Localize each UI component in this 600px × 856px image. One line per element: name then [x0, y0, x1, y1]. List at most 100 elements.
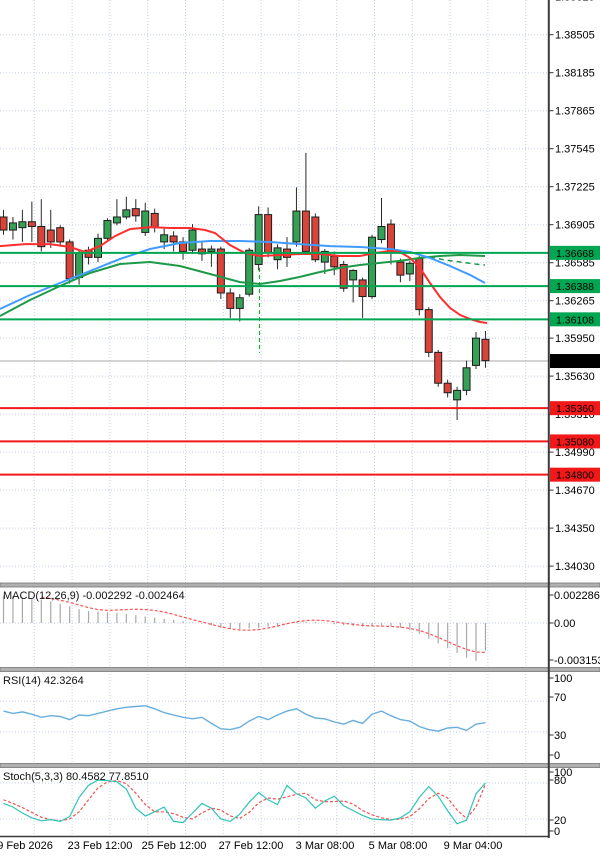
- bull-candle: [292, 210, 301, 243]
- bear-candle: [46, 229, 55, 243]
- rsi-indicator-label: RSI(14) 42.3264: [3, 675, 84, 687]
- rsi-panel: [3, 704, 486, 732]
- bull-candle: [235, 297, 244, 309]
- price-axis-label: 1.38825: [555, 0, 595, 4]
- stoch-axis-label: 0: [554, 826, 560, 838]
- bull-candle: [207, 248, 216, 252]
- bear-candle: [311, 216, 320, 261]
- bear-candle: [56, 227, 65, 243]
- panel-frames: [0, 0, 600, 838]
- stoch-axis-label: 20: [554, 815, 566, 827]
- time-axis-label: 25 Feb 12:00: [142, 840, 207, 852]
- red-level-price-badge-background: [550, 467, 600, 482]
- bull-candle: [160, 234, 169, 243]
- green-level-price-badge: 1.36388: [556, 281, 594, 293]
- bull-candle: [377, 225, 386, 241]
- price-axis-label: 1.34350: [555, 523, 595, 535]
- bull-candle: [245, 249, 254, 295]
- macd-indicator-label: MACD(12,26,9) -0.002292 -0.002464: [3, 590, 185, 602]
- time-axis-label: 5 Mar 08:00: [369, 840, 428, 852]
- bear-candle: [424, 309, 433, 353]
- bear-candle: [264, 214, 273, 254]
- bear-candle: [443, 382, 452, 394]
- time-axis-label: 23 Feb 12:00: [68, 840, 133, 852]
- bull-candle: [320, 250, 329, 263]
- price-axis-label: 1.36585: [555, 258, 595, 270]
- stoch-axis-label: 80: [554, 775, 566, 787]
- grid: [0, 0, 548, 836]
- panel-divider: [0, 763, 600, 768]
- bear-candle: [396, 261, 405, 276]
- green-level-price-badge: 1.36668: [556, 248, 594, 260]
- red-level-price-badge-background: [550, 401, 600, 416]
- current-price-badge: 1.35757: [556, 356, 594, 368]
- time-axis-label: 27 Feb 12:00: [219, 840, 284, 852]
- green-dashed-moving-average-line: [429, 256, 486, 266]
- stoch-percent-k-line: [3, 779, 486, 825]
- bull-candle: [188, 229, 197, 251]
- red-level-price-badge: 1.35360: [556, 403, 594, 415]
- macd-axis-label: 0.00: [554, 618, 575, 630]
- price-axis-label: 1.35950: [555, 333, 595, 345]
- bear-candle: [131, 208, 140, 217]
- price-chart-panel: [0, 152, 548, 476]
- price-axis-label: 1.34670: [555, 485, 595, 497]
- blue-moving-average-line: [0, 240, 486, 310]
- price-axis-label: 1.38185: [555, 68, 595, 80]
- bear-candle: [301, 210, 310, 252]
- bear-candle: [27, 221, 36, 227]
- stoch-percent-d-line: [3, 779, 486, 822]
- bull-candle: [112, 216, 121, 224]
- green-level-price-badge: 1.36108: [556, 314, 594, 326]
- macd-signal-line: [41, 596, 486, 654]
- bull-candle: [349, 269, 358, 281]
- bear-candle: [358, 279, 367, 298]
- macd-axis-label: 0.002286: [554, 590, 600, 602]
- macd-axis-label: -0.003153: [554, 655, 600, 667]
- rsi-axis-label: 0: [554, 750, 560, 762]
- bear-candle: [481, 338, 490, 362]
- stoch-indicator-label: Stoch(5,3,3) 80.4582 77.8510: [3, 771, 149, 783]
- red-level-price-badge: 1.35080: [556, 436, 594, 448]
- panel-divider: [0, 667, 600, 672]
- bear-candle: [339, 263, 348, 289]
- green-level-price-badge-background: [550, 279, 600, 294]
- panel-divider: [0, 582, 600, 588]
- bull-candle: [141, 210, 150, 233]
- red-moving-average-line: [0, 226, 488, 324]
- green-level-price-badge-background: [550, 312, 600, 327]
- time-axis-label: 9 Mar 04:00: [444, 840, 503, 852]
- price-axis-label: 1.34030: [555, 561, 595, 573]
- macd-panel: [2, 595, 487, 661]
- rsi-axis-label: 100: [554, 673, 572, 685]
- rsi-line: [3, 704, 486, 732]
- bull-candle: [18, 221, 27, 229]
- bull-candle: [472, 337, 480, 366]
- bear-candle: [0, 216, 8, 231]
- bear-candle: [37, 225, 46, 248]
- rsi-axis-label: 30: [554, 730, 566, 742]
- time-axis-label: 19 Feb 2026: [0, 840, 53, 852]
- price-axis-label: 1.37545: [555, 144, 595, 156]
- bull-candle: [8, 222, 17, 231]
- price-axis-label: 1.35630: [555, 371, 595, 383]
- bull-candle: [368, 236, 377, 298]
- current-price-badge-background: [550, 354, 600, 369]
- price-axis-label: 1.36905: [555, 220, 595, 232]
- bull-candle: [405, 262, 414, 275]
- stoch-axis-label: 100: [554, 767, 572, 779]
- time-axis-label: 3 Mar 08:00: [296, 840, 355, 852]
- red-level-price-badge-background: [550, 434, 600, 449]
- bear-candle: [150, 212, 159, 229]
- green-level-price-badge-background: [550, 245, 600, 260]
- bull-candle: [254, 214, 263, 265]
- rsi-axis-label: 70: [554, 692, 566, 704]
- price-axis-label: 1.37865: [555, 106, 595, 118]
- price-axis-label: 1.38505: [555, 30, 595, 42]
- red-level-price-badge: 1.34800: [556, 470, 594, 482]
- price-axis-label: 1.36265: [555, 296, 595, 308]
- bull-candle: [462, 367, 471, 391]
